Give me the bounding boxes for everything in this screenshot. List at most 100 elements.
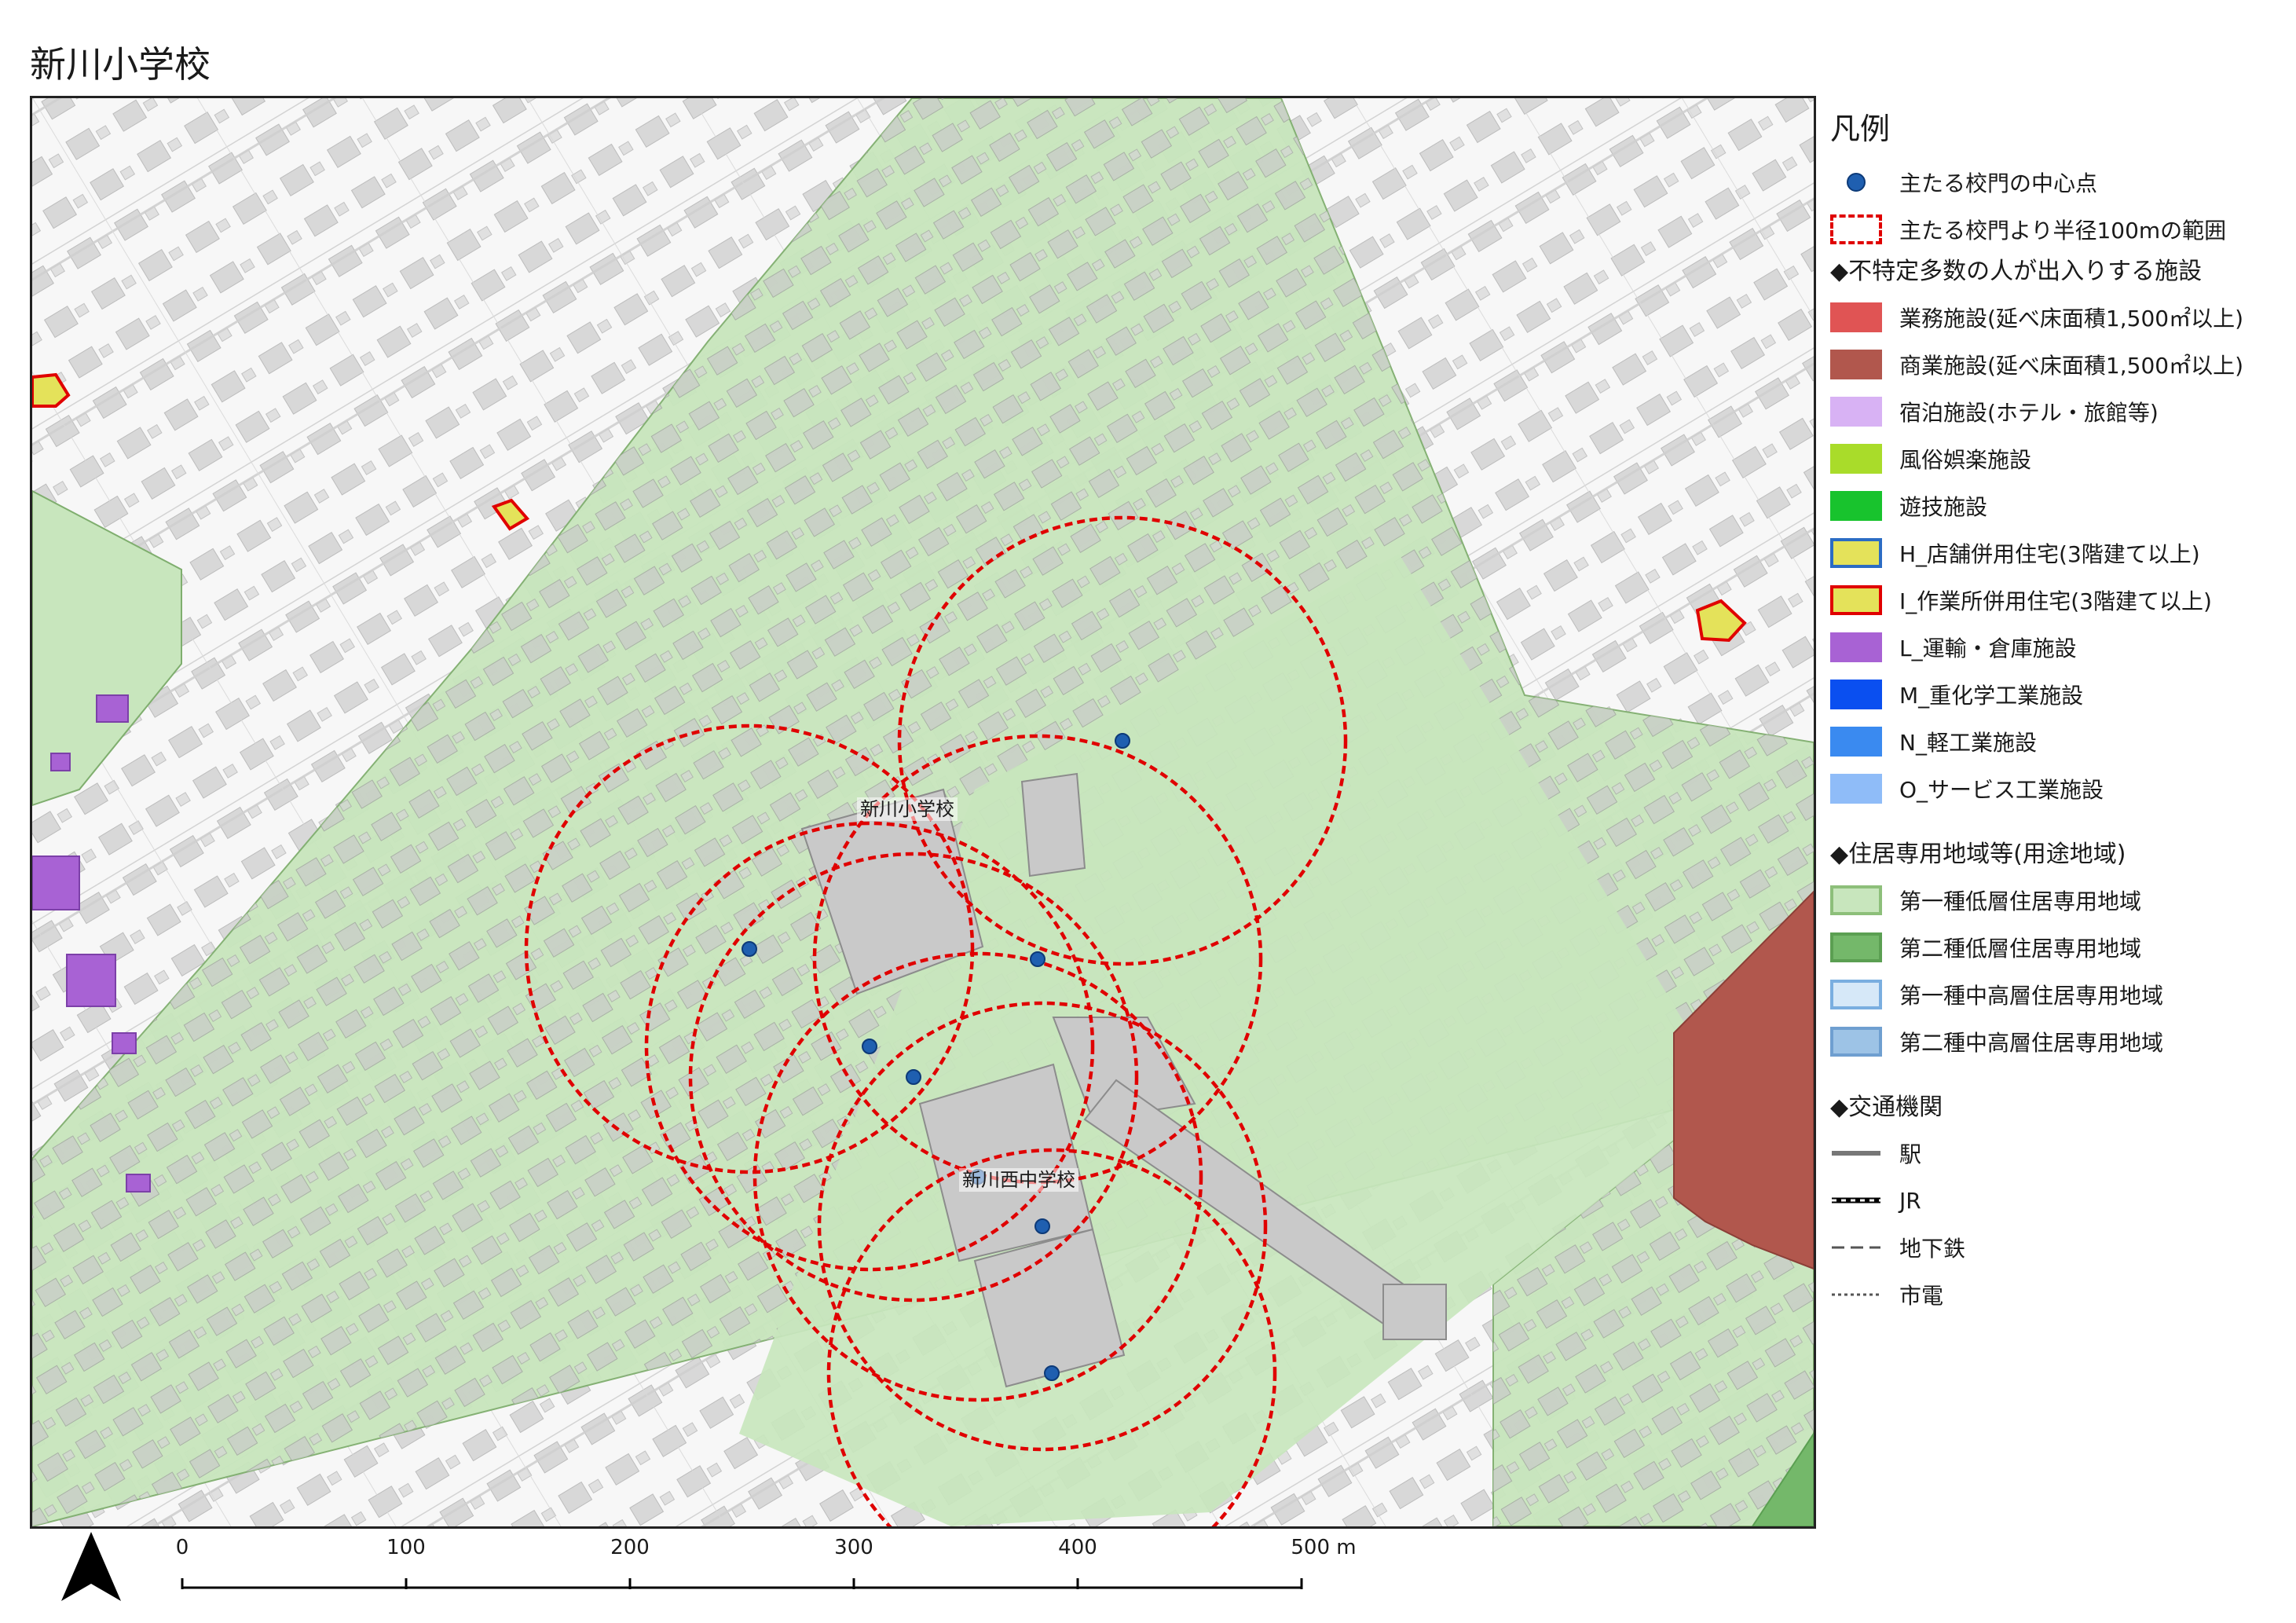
map-frame[interactable]: 新川小学校 新川西中学校 xyxy=(30,96,1816,1529)
school-buildings xyxy=(800,772,1447,1388)
buffer-circle xyxy=(897,515,1348,966)
gate-range-swatch xyxy=(1830,214,1882,244)
buffer-circle xyxy=(524,724,975,1174)
legend-label: 第二種中高層住居専用地域 xyxy=(1899,1030,2164,1056)
legend-item: 第一種低層住居専用地域 xyxy=(1830,877,2286,924)
legend-label: M_重化学工業施設 xyxy=(1899,683,2084,709)
legend-swatch xyxy=(1830,538,1882,568)
legend-swatch xyxy=(1830,680,1882,709)
legend-label: N_軽工業施設 xyxy=(1899,730,2037,756)
legend-swatch xyxy=(1830,302,1882,332)
scale-tick-label: 400 xyxy=(1058,1536,1097,1559)
legend-label: 第一種低層住居専用地域 xyxy=(1899,888,2142,914)
legend-swatch xyxy=(1830,491,1882,521)
legend-swatch xyxy=(1830,350,1882,379)
legend-section-facilities: ◆不特定多数の人が出入りする施設 xyxy=(1830,258,2203,285)
transport-list: 駅 JR 地下鉄市電 xyxy=(1830,1130,2286,1318)
legend-swatch xyxy=(1830,397,1882,427)
legend-swatch xyxy=(1830,932,1882,962)
legend-label: 地下鉄 xyxy=(1899,1236,1966,1262)
transport-line-swatch xyxy=(1830,1233,1882,1262)
legend-gate-range: 主たる校門より半径100mの範囲 xyxy=(1830,206,2286,253)
scale-tick-label: 0 xyxy=(175,1536,189,1559)
gate-point[interactable] xyxy=(1044,1365,1060,1381)
scale-tick-label: 100 xyxy=(386,1536,426,1559)
legend-swatch xyxy=(1830,585,1882,615)
legend-label: 業務施設(延べ床面積1,500㎡以上) xyxy=(1899,306,2244,332)
legend-swatch xyxy=(1830,727,1882,757)
warehouse-facilities xyxy=(32,694,151,1193)
legend-swatch xyxy=(1830,885,1882,915)
buffer-circle xyxy=(812,734,1263,1185)
scale-bar: 0 100 200 300 400 500 m xyxy=(157,1536,1367,1607)
middle-school-label: 新川西中学校 xyxy=(959,1168,1078,1192)
legend-label: 第二種低層住居専用地域 xyxy=(1899,936,2142,962)
legend-item: H_店舗併用住宅(3階建て以上) xyxy=(1830,529,2286,577)
legend-section-zones: ◆住居専用地域等(用途地域) xyxy=(1830,841,2126,868)
scale-tick-label: 200 xyxy=(610,1536,650,1559)
legend-label: 主たる校門より半径100mの範囲 xyxy=(1899,218,2227,244)
zone1-left-strip xyxy=(32,489,182,807)
legend-swatch xyxy=(1830,774,1882,804)
zone2-corner xyxy=(1751,1432,1814,1526)
legend-label: 宿泊施設(ホテル・旅館等) xyxy=(1899,400,2159,426)
legend-label: O_サービス工業施設 xyxy=(1899,777,2104,803)
workshop-residences xyxy=(32,372,1747,643)
legend-label: 市電 xyxy=(1899,1283,1944,1309)
buffer-circle xyxy=(753,951,1203,1402)
legend-item: O_サービス工業施設 xyxy=(1830,765,2286,812)
zone-list: 第一種低層住居専用地域 第二種低層住居専用地域 第一種中高層住居専用地域 第二種中高層… xyxy=(1830,877,2286,1065)
legend-item: 遊技施設 xyxy=(1830,482,2286,529)
legend-item: 風俗娯楽施設 xyxy=(1830,435,2286,482)
legend-swatch xyxy=(1830,1027,1882,1057)
legend-swatch xyxy=(1830,632,1882,662)
gate-point-swatch xyxy=(1830,167,1882,197)
legend-label: 商業施設(延べ床面積1,500㎡以上) xyxy=(1899,353,2244,379)
transport-line-swatch xyxy=(1830,1138,1882,1168)
scale-tick-label: 300 xyxy=(834,1536,873,1559)
legend-item: 第二種低層住居専用地域 xyxy=(1830,924,2286,971)
legend-swatch xyxy=(1830,444,1882,474)
legend-label: 遊技施設 xyxy=(1899,494,1988,520)
buffer-circles xyxy=(524,515,1348,1526)
buffer-circle xyxy=(688,852,1139,1302)
legend-label: 駅 xyxy=(1899,1141,1922,1167)
legend-gate-point: 主たる校門の中心点 xyxy=(1830,159,2286,206)
legend-item: 地下鉄 xyxy=(1830,1224,2286,1271)
gate-point[interactable] xyxy=(906,1069,921,1085)
legend-item: L_運輸・倉庫施設 xyxy=(1830,624,2286,671)
legend-item: 市電 xyxy=(1830,1271,2286,1318)
scale-bar-line xyxy=(181,1578,1303,1589)
gate-point[interactable] xyxy=(742,941,757,957)
legend-section-transport: ◆交通機関 xyxy=(1830,1094,1943,1121)
legend-label: H_店舗併用住宅(3階建て以上) xyxy=(1899,541,2200,567)
buffer-circle xyxy=(826,1148,1277,1526)
buffer-circle xyxy=(644,821,1095,1272)
gate-point[interactable] xyxy=(1034,1218,1050,1234)
legend: 凡例 主たる校門の中心点 主たる校門より半径100mの範囲 ◆不特定多数の人が出… xyxy=(1830,110,2286,1318)
legend-item: JR xyxy=(1830,1177,2286,1224)
commercial-facility xyxy=(1673,890,1814,1270)
legend-label: 風俗娯楽施設 xyxy=(1899,447,2032,473)
transport-line-swatch xyxy=(1830,1185,1882,1215)
gate-point[interactable] xyxy=(862,1039,877,1054)
legend-item: M_重化学工業施設 xyxy=(1830,671,2286,718)
legend-title: 凡例 xyxy=(1830,112,1891,146)
legend-item: 宿泊施設(ホテル・旅館等) xyxy=(1830,388,2286,435)
transport-line-swatch xyxy=(1830,1280,1882,1310)
north-arrow-icon xyxy=(60,1532,123,1606)
buffer-circle xyxy=(817,1001,1268,1452)
school-label: 新川小学校 xyxy=(857,797,958,821)
gate-point[interactable] xyxy=(1115,733,1130,749)
legend-label: 第一種中高層住居専用地域 xyxy=(1899,983,2164,1009)
facility-list: 業務施設(延べ床面積1,500㎡以上) 商業施設(延べ床面積1,500㎡以上) 宿泊… xyxy=(1830,294,2286,812)
legend-swatch xyxy=(1830,980,1882,1009)
legend-label: L_運輸・倉庫施設 xyxy=(1899,636,2077,661)
legend-item: I_作業所併用住宅(3階建て以上) xyxy=(1830,577,2286,624)
gate-point[interactable] xyxy=(1030,951,1045,967)
legend-item: 商業施設(延べ床面積1,500㎡以上) xyxy=(1830,341,2286,388)
legend-label: JR xyxy=(1899,1187,1921,1214)
legend-item: 業務施設(延べ床面積1,500㎡以上) xyxy=(1830,294,2286,341)
legend-label: 主たる校門の中心点 xyxy=(1899,170,2098,196)
legend-label: I_作業所併用住宅(3階建て以上) xyxy=(1899,588,2212,614)
